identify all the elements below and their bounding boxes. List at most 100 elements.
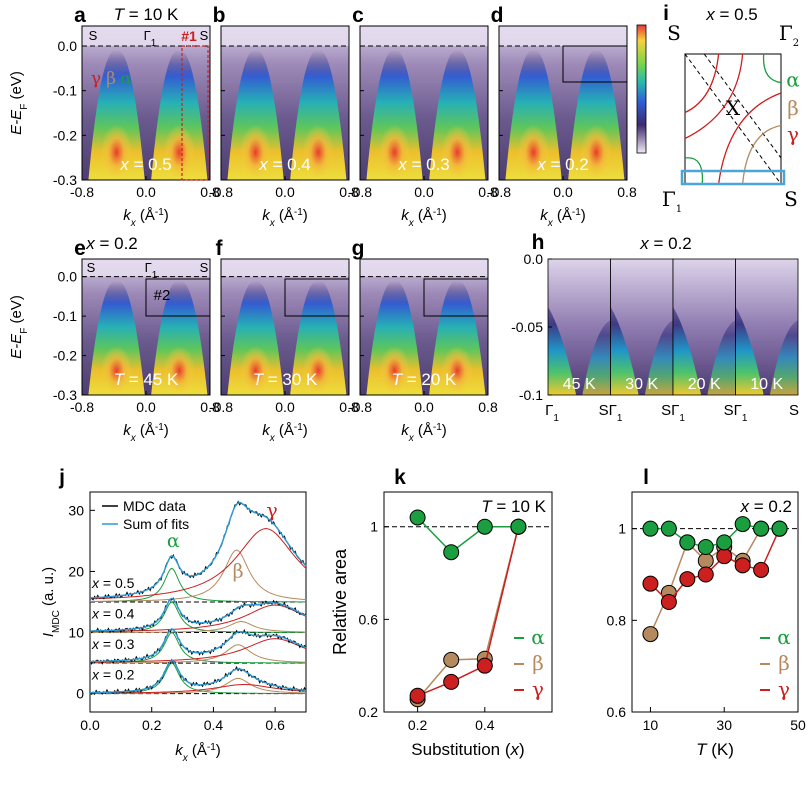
intensity-hotspot [379,124,411,180]
data-point-γ [734,557,751,574]
zoom-band [707,320,736,395]
x-tick-label: -0.8 [209,184,233,200]
x-tick-label: 10 [643,717,659,733]
band-label-beta: β [233,561,244,583]
band-label-alpha: α [167,530,180,552]
arpes-panels: -0.8 0.0 0.8 kx (Å-1) 0.0 -0.1 -0.2 -0.3 a x = 0.… [8,4,637,444]
y-tick-label: -0.1 [519,387,543,403]
panel-letter: h [532,231,545,254]
legend-beta: β [787,96,799,120]
intensity-hotspot [101,124,133,180]
band-label-beta: β [106,69,116,89]
intensity-hotspot [379,346,411,395]
y-tick-label: -0.2 [53,348,77,364]
panel-letter: f [216,237,224,260]
x-tick-label: -0.8 [70,399,94,415]
cut-rectangle [680,169,786,186]
symmetry-point-gamma1: Γ1 [662,187,682,215]
panel-letter: d [491,4,504,27]
panel-e-header: x = 0.2 [85,234,138,253]
legend-entry: β [532,651,544,675]
fermi-surface-gamma [684,53,720,114]
intensity-hotspot [302,124,334,180]
curve-label: x = 0.4 [91,606,135,622]
y-tick-label: -0.2 [53,127,77,143]
zoom-band [735,306,764,395]
x-tick-label: 0.6 [265,717,285,733]
unoccupied-region [360,259,488,277]
fermi-surface-beta [741,124,782,185]
y-tick-label: 20 [68,563,84,579]
fit-sum-curve [89,597,307,632]
zoom-band [644,320,673,395]
fit-sum-curve [89,659,307,694]
data-point-α [734,516,751,533]
data-point-β [443,651,460,668]
symmetry-point-S: S [89,28,98,43]
zoom-box [284,278,350,317]
x-tick-label: -0.8 [348,399,372,415]
legend-alpha: α [786,68,800,92]
data-point-γ [753,561,770,578]
fermi-surface-alpha [684,157,704,185]
arpes-panel-g: -0.8 0.0 0.8 kx (Å-1) g T = 20 K [348,237,498,444]
data-point-α [771,520,788,537]
intensity-hotspot [163,124,195,180]
zoom-box-label: #2 [154,287,171,304]
chart-annotation: T = 10 K [481,497,546,516]
fermi-surface-alpha [762,53,782,84]
y-tick-label: 10 [68,625,84,641]
x-tick-label: 30 [716,717,732,733]
x-tick-label: 50 [790,717,806,733]
intensity-hotspot [441,124,473,180]
fit-beta [89,677,307,695]
data-point-γ [409,687,426,704]
zoom-box [562,45,628,83]
x-tick-label: -0.8 [209,399,233,415]
x-tick-label: 0.8 [478,399,498,415]
fit-gamma [89,528,307,600]
x-tick-label: 0.0 [80,717,100,733]
panel-letter: j [58,466,65,489]
panel-letter: g [352,237,365,260]
symmetry-point-gamma: Γ1 [144,28,157,49]
data-point-α [716,534,733,551]
intensity-hotspot [518,124,550,180]
colorbar [636,24,647,154]
intensity-hotspot [302,346,334,395]
panel-condition-label: x = 0.5 [119,155,172,174]
zone-diagonal [703,53,782,159]
x-axis-label: kx (Å-1) [175,742,221,764]
data-point-β [697,552,714,569]
zoom-strip-frame [735,258,799,396]
panel-condition-label: T = 20 K [392,370,457,389]
x-tick-label: 0.0 [275,184,295,200]
symmetry-point-S: S [200,260,209,275]
x-axis-label: kx (Å-1) [262,207,308,229]
x-tick-label: 0.8 [478,184,498,200]
x-tick-label: -0.8 [487,184,511,200]
data-point-α [660,520,677,537]
series-line-γ [417,526,520,697]
band-label-gamma: γ [266,499,277,521]
y-tick-label: -0.05 [511,319,543,335]
fit-gamma [89,604,307,632]
x-axis-label: kx (Å-1) [262,422,308,444]
x-tick-label: 0.4 [475,717,495,733]
panel-condition-label: x = 0.2 [536,155,589,174]
x-axis-label: kx (Å-1) [401,422,447,444]
intensity-hotspot [163,346,195,395]
x-tick-label: 0.0 [275,399,295,415]
band-label-alpha: α [120,69,132,89]
intensity-hotspot [101,346,133,395]
data-point-α [642,520,659,537]
x-tick-label: 0.8 [617,184,637,200]
zoom-box [423,278,489,317]
strip-temperature-label: 10 K [750,376,783,393]
fit-gamma [89,683,307,694]
x-tick-label: 0.0 [136,184,156,200]
y-tick-label: 1 [618,521,626,537]
arpes-panel-e: -0.8 0.0 0.8 kx (Å-1) 0.0 -0.1 -0.2 -0.3 e T = 45… [53,237,220,444]
symmetry-tick-label: Γ1 [545,402,559,424]
symmetry-point-S: S [784,187,798,211]
